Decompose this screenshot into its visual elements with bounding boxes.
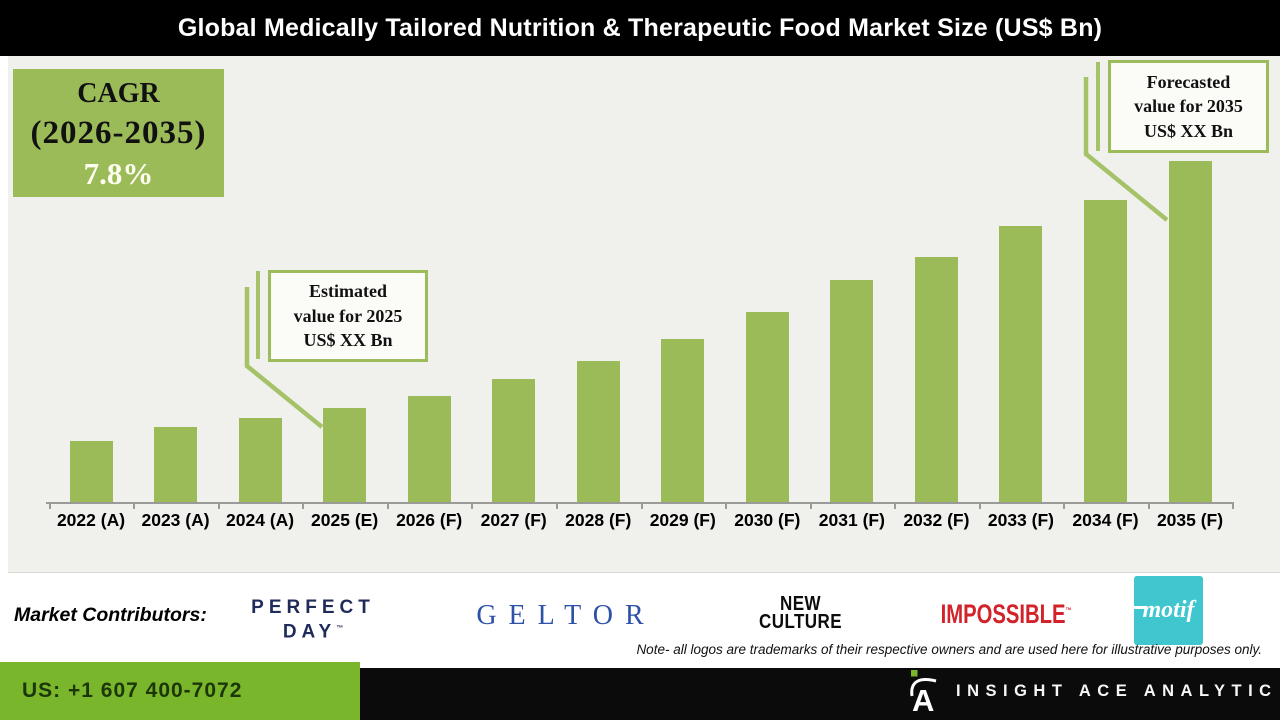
- axis-tick: [978, 502, 981, 509]
- footer-phone-block: US: +1 607 400-7072: [0, 662, 360, 720]
- axis-tick: [302, 502, 305, 509]
- axis-tick: [894, 502, 897, 509]
- cagr-period: (2026-2035): [30, 115, 207, 151]
- axis-tick: [48, 502, 51, 509]
- new-culture-logo: NEW CULTURE: [756, 593, 845, 633]
- bar-2024-a-: [238, 418, 282, 502]
- perfect-day-logo: PERFECT DAY™: [248, 597, 378, 642]
- axis-tick: [471, 502, 474, 509]
- motif-logo: motif: [1130, 576, 1203, 645]
- x-axis-label: 2027 (F): [480, 510, 547, 530]
- x-axis-label: 2025 (E): [311, 510, 379, 530]
- x-axis-label: 2035 (F): [1156, 510, 1224, 530]
- forecasted-line2: value for 2035: [1134, 96, 1243, 117]
- bar-2032-f-: [914, 257, 958, 502]
- axis-tick: [555, 502, 558, 509]
- axis-tick: [725, 502, 728, 509]
- forecasted-line3: US$ XX Bn: [1143, 120, 1234, 141]
- bar-2028-f-: [576, 361, 620, 502]
- perfect-day-tm: ™: [336, 625, 344, 632]
- brand-name: INSIGHT ACE ANALYTIC: [956, 681, 1278, 700]
- motif-dash-icon: [1130, 606, 1147, 609]
- x-axis-label: 2032 (F): [903, 510, 970, 530]
- new-culture-line1: NEW: [780, 593, 821, 615]
- cagr-box: CAGR (2026-2035) 7.8%: [13, 69, 224, 197]
- x-axis-label: 2022 (A): [56, 510, 126, 530]
- phone-number: US: +1 607 400-7072: [22, 679, 243, 702]
- estimated-line1: Estimated: [309, 281, 387, 302]
- x-axis-label: 2029 (F): [649, 510, 716, 530]
- bar-2022-a-: [69, 441, 113, 502]
- bar-2035-f-: [1168, 161, 1212, 502]
- cagr-label: CAGR: [77, 78, 160, 109]
- x-axis-label: 2033 (F): [987, 510, 1054, 530]
- axis-tick: [217, 502, 220, 509]
- bar-2031-f-: [830, 280, 874, 502]
- x-axis-label: 2030 (F): [734, 510, 801, 530]
- new-culture-line2: CULTURE: [759, 610, 842, 633]
- bar-2025-e-: [323, 408, 367, 502]
- x-axis-label: 2034 (F): [1072, 510, 1139, 530]
- perfect-day-line1: PERFECT: [251, 597, 375, 618]
- axis-tick: [133, 502, 136, 509]
- bar-2029-f-: [661, 339, 705, 502]
- estimated-line3: US$ XX Bn: [303, 330, 393, 351]
- impossible-logo: IMPOSSIBLE™: [940, 599, 1072, 629]
- title-bar: Global Medically Tailored Nutrition & Th…: [0, 0, 1280, 56]
- impossible-tm: ™: [1065, 606, 1072, 615]
- perfect-day-line2: DAY™: [282, 621, 344, 643]
- x-axis-label: 2024 (A): [226, 510, 295, 530]
- axis-tick: [1232, 502, 1235, 509]
- x-axis-label: 2023 (A): [141, 510, 210, 530]
- axis-tick: [386, 502, 389, 509]
- chart-panel: 2022 (A) 2023 (A) 2024 (A) 2025 (E) 2026 (F)…: [8, 56, 1280, 573]
- x-axis-line: [46, 502, 1234, 504]
- trademark-note: Note- all logos are trademarks of their …: [636, 642, 1262, 657]
- x-axis-label: 2031 (F): [818, 510, 885, 530]
- forecasted-line1: Forecasted: [1146, 71, 1231, 92]
- axis-tick: [809, 502, 812, 509]
- forecasted-value-callout: Forecasted value for 2035 US$ XX Bn: [1108, 60, 1269, 153]
- page-title: Global Medically Tailored Nutrition & Th…: [177, 13, 1103, 42]
- bar-2026-f-: [407, 396, 451, 502]
- geltor-logo: GELTOR: [476, 600, 656, 631]
- motif-wordmark: motif: [1130, 597, 1195, 624]
- market-contributors-label: Market Contributors:: [14, 604, 207, 626]
- axis-tick: [640, 502, 643, 509]
- bar-2034-f-: [1083, 200, 1127, 502]
- estimated-line2: value for 2025: [293, 305, 403, 326]
- brand-block: A INSIGHT ACE ANALYTIC: [908, 666, 1278, 716]
- svg-text:A: A: [912, 683, 934, 714]
- insight-ace-logo-icon: A: [910, 670, 937, 714]
- axis-tick: [1147, 502, 1150, 509]
- contributors-strip: Market Contributors: PERFECT DAY™ GELTOR…: [0, 573, 1280, 665]
- bar-2033-f-: [999, 226, 1043, 502]
- axis-tick: [1063, 502, 1066, 509]
- estimated-value-callout: Estimated value for 2025 US$ XX Bn: [268, 270, 428, 362]
- bar-2023-a-: [154, 427, 198, 502]
- x-axis-label: 2026 (F): [396, 510, 463, 530]
- x-axis-label: 2028 (F): [565, 510, 632, 530]
- bar-2027-f-: [492, 379, 536, 502]
- bar-2030-f-: [745, 312, 789, 502]
- cagr-value: 7.8%: [83, 156, 154, 191]
